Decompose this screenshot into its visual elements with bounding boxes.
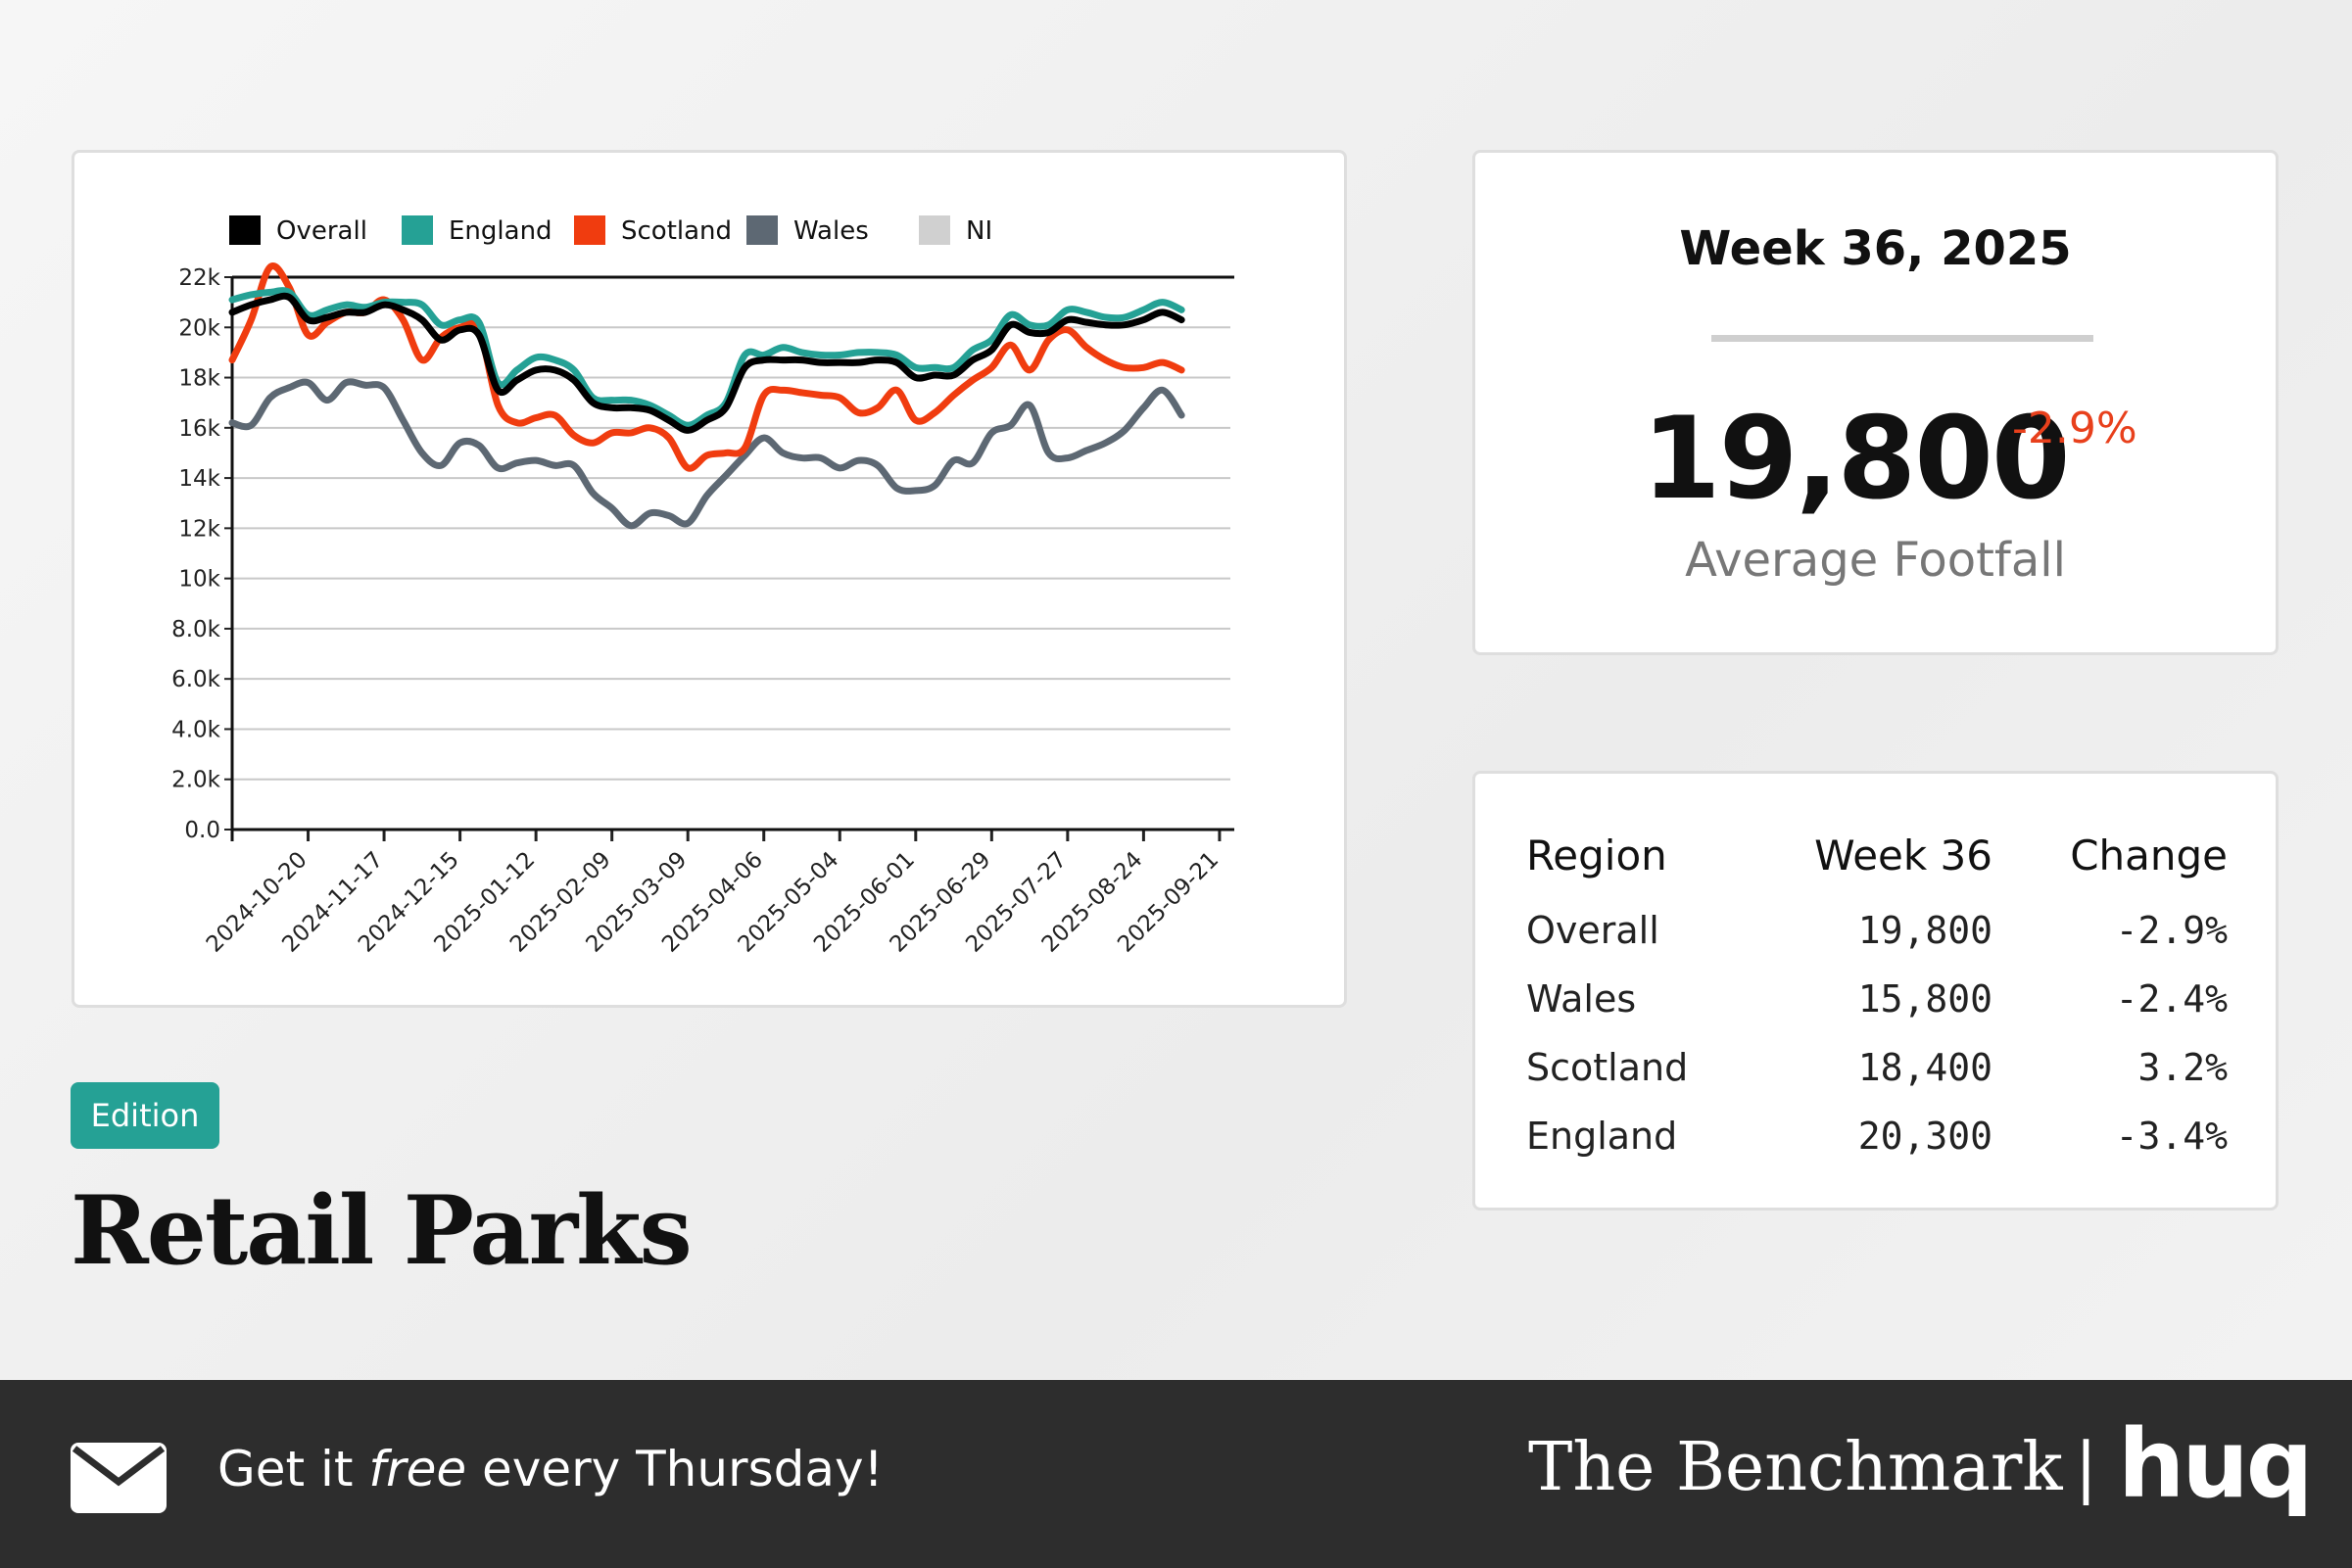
y-tick-label: 8.0k xyxy=(171,617,221,642)
kpi-label: Average Footfall xyxy=(1685,533,2066,588)
header-cell: Region xyxy=(1526,831,1667,879)
y-tick-label: 22k xyxy=(178,265,220,291)
header-cell: Change xyxy=(2070,831,2228,879)
kpi-value: 19,800 xyxy=(1642,393,2071,525)
separator xyxy=(1711,335,2093,342)
y-tick-label: 12k xyxy=(178,516,220,542)
legend-label: Wales xyxy=(793,216,869,246)
table-card: Region Week 36 Change Overall 19,800 -2.9%… xyxy=(1472,771,2279,1211)
table-cell: -2.4% xyxy=(2115,977,2228,1021)
series-line xyxy=(228,378,1185,530)
brand: The Benchmark xyxy=(1528,1429,2063,1506)
cta[interactable]: Get it free every Thursday! xyxy=(217,1441,884,1497)
edition-badge: Edition xyxy=(71,1082,219,1149)
header-cell: Week 36 xyxy=(1814,831,1992,879)
table-row: Overall 19,800 -2.9% xyxy=(1526,896,2228,965)
legend-label: Overall xyxy=(276,216,367,246)
table-cell: Overall xyxy=(1526,909,1659,952)
table-cell: 20,300 xyxy=(1857,1115,1992,1158)
table-cell: 15,800 xyxy=(1857,977,1992,1021)
divider: | xyxy=(2075,1429,2097,1506)
y-tick-label: 4.0k xyxy=(171,717,221,742)
table-cell: Scotland xyxy=(1526,1046,1689,1089)
region-table: Region Week 36 Change Overall 19,800 -2.9%… xyxy=(1526,828,2228,1170)
legend-label: Scotland xyxy=(621,216,732,246)
legend-swatch xyxy=(574,215,605,245)
y-tick-label: 20k xyxy=(178,315,220,341)
mail-icon xyxy=(71,1443,167,1513)
y-tick-label: 0.0 xyxy=(184,818,220,843)
table-row: Scotland 18,400 3.2% xyxy=(1526,1033,2228,1102)
kpi-period: Week 36, 2025 xyxy=(1679,221,2072,276)
series-line xyxy=(228,292,1185,434)
footer: Get it free every Thursday! The Benchmar… xyxy=(0,1380,2352,1568)
legend-label: NI xyxy=(966,216,992,246)
legend-swatch xyxy=(919,215,950,245)
table-cell: 3.2% xyxy=(2137,1046,2228,1089)
legend-swatch xyxy=(229,215,261,245)
table-row: Wales 15,800 -2.4% xyxy=(1526,965,2228,1033)
table-cell: Wales xyxy=(1526,977,1637,1021)
y-tick-label: 6.0k xyxy=(171,667,221,692)
cta-text: Get it xyxy=(217,1441,369,1497)
table-cell: 18,400 xyxy=(1857,1046,1992,1089)
table-cell: England xyxy=(1526,1115,1678,1158)
y-tick-label: 10k xyxy=(178,567,220,593)
kpi-change: -2.9% xyxy=(2012,404,2137,453)
kpi-card: Week 36, 2025 19,800 -2.9% Average Footf… xyxy=(1472,150,2279,655)
y-tick-label: 2.0k xyxy=(171,768,221,793)
cta-emphasis: free xyxy=(368,1441,467,1497)
series-line xyxy=(228,287,1185,429)
page-title: Retail Parks xyxy=(71,1175,693,1286)
cta-text: every Thursday! xyxy=(466,1441,884,1497)
table-cell: -3.4% xyxy=(2115,1115,2228,1158)
legend-label: England xyxy=(449,216,552,246)
y-tick-label: 16k xyxy=(178,416,220,442)
table-cell: -2.9% xyxy=(2115,909,2228,952)
table-row: England 20,300 -3.4% xyxy=(1526,1102,2228,1170)
logo: huq xyxy=(2118,1409,2313,1519)
y-tick-label: 18k xyxy=(178,366,220,392)
y-tick-label: 14k xyxy=(178,466,220,492)
legend-swatch xyxy=(746,215,778,245)
legend-swatch xyxy=(402,215,433,245)
table-cell: 19,800 xyxy=(1857,909,1992,952)
